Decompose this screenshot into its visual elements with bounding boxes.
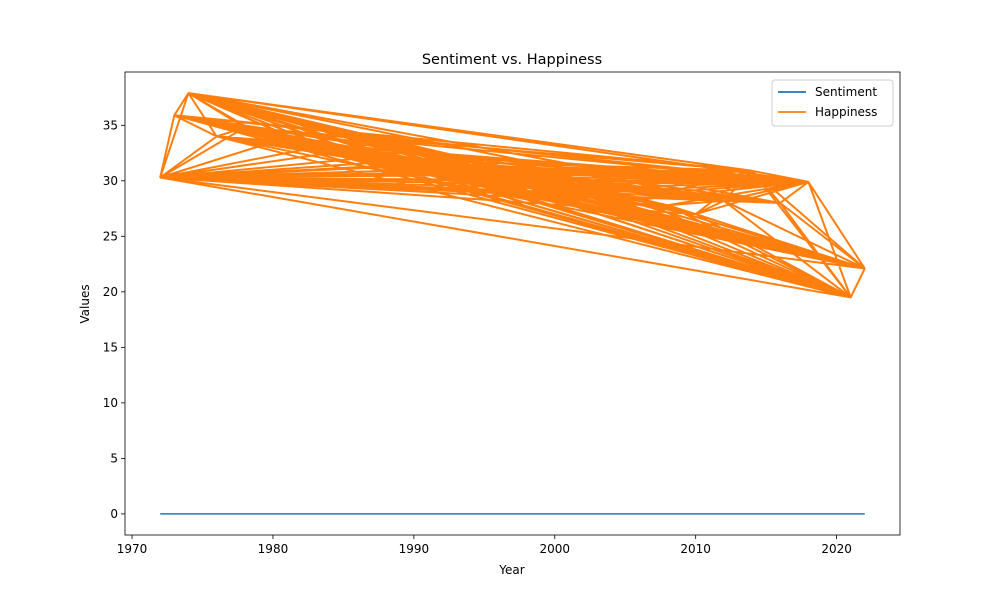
legend-entry-label: Sentiment [815,85,877,99]
x-tick-label: 1980 [258,542,289,556]
legend: Sentiment Happiness [771,79,894,127]
point-happiness [272,141,274,143]
y-axis: 0 5 10 15 20 25 30 35 [103,118,125,521]
x-tick-label: 2010 [680,542,711,556]
y-tick-label: 5 [110,451,118,465]
point-happiness [469,171,472,173]
chart-title: Sentiment vs. Happiness [422,52,602,68]
point-happiness [356,157,359,160]
x-tick-label: 2000 [539,542,570,556]
x-tick-label: 1990 [399,542,430,556]
point-happiness [215,135,218,138]
point-happiness [173,114,176,117]
point-happiness [610,195,612,198]
legend-entry-label: Happiness [815,105,877,119]
point-happiness [723,199,725,202]
axes-frame [124,71,901,536]
series-lines [159,92,866,515]
point-happiness [413,163,415,165]
point-happiness [666,204,669,207]
point-happiness [638,198,641,201]
point-happiness [159,176,162,179]
x-tick-label: 2020 [821,542,852,556]
point-happiness [384,161,387,163]
plot-area [124,71,901,536]
point-happiness [187,92,190,94]
y-tick-label: 25 [103,229,118,243]
point-happiness [314,146,317,149]
y-tick-label: 15 [103,340,118,354]
y-axis-label: Values [78,284,92,323]
point-happiness [694,213,697,215]
y-tick-label: 30 [103,174,118,188]
point-happiness [243,126,246,129]
point-happiness [427,168,429,171]
point-happiness [553,187,556,190]
point-happiness [779,202,782,204]
point-happiness [807,181,810,183]
x-axis-label: Year [498,563,524,577]
x-tick-label: 1970 [117,542,148,556]
y-tick-label: 20 [103,285,118,299]
point-happiness [525,183,528,185]
point-happiness [849,296,852,299]
point-happiness [751,170,753,172]
point-happiness [497,180,500,182]
y-tick-label: 0 [110,507,118,521]
x-axis: 1970 1980 1990 2000 2010 2020 [117,535,852,556]
point-happiness [455,174,457,177]
y-tick-label: 10 [103,396,118,410]
point-happiness [582,192,584,194]
point-happiness [398,165,401,168]
y-tick-label: 35 [103,118,118,132]
point-happiness [863,267,866,270]
point-happiness [328,152,331,154]
